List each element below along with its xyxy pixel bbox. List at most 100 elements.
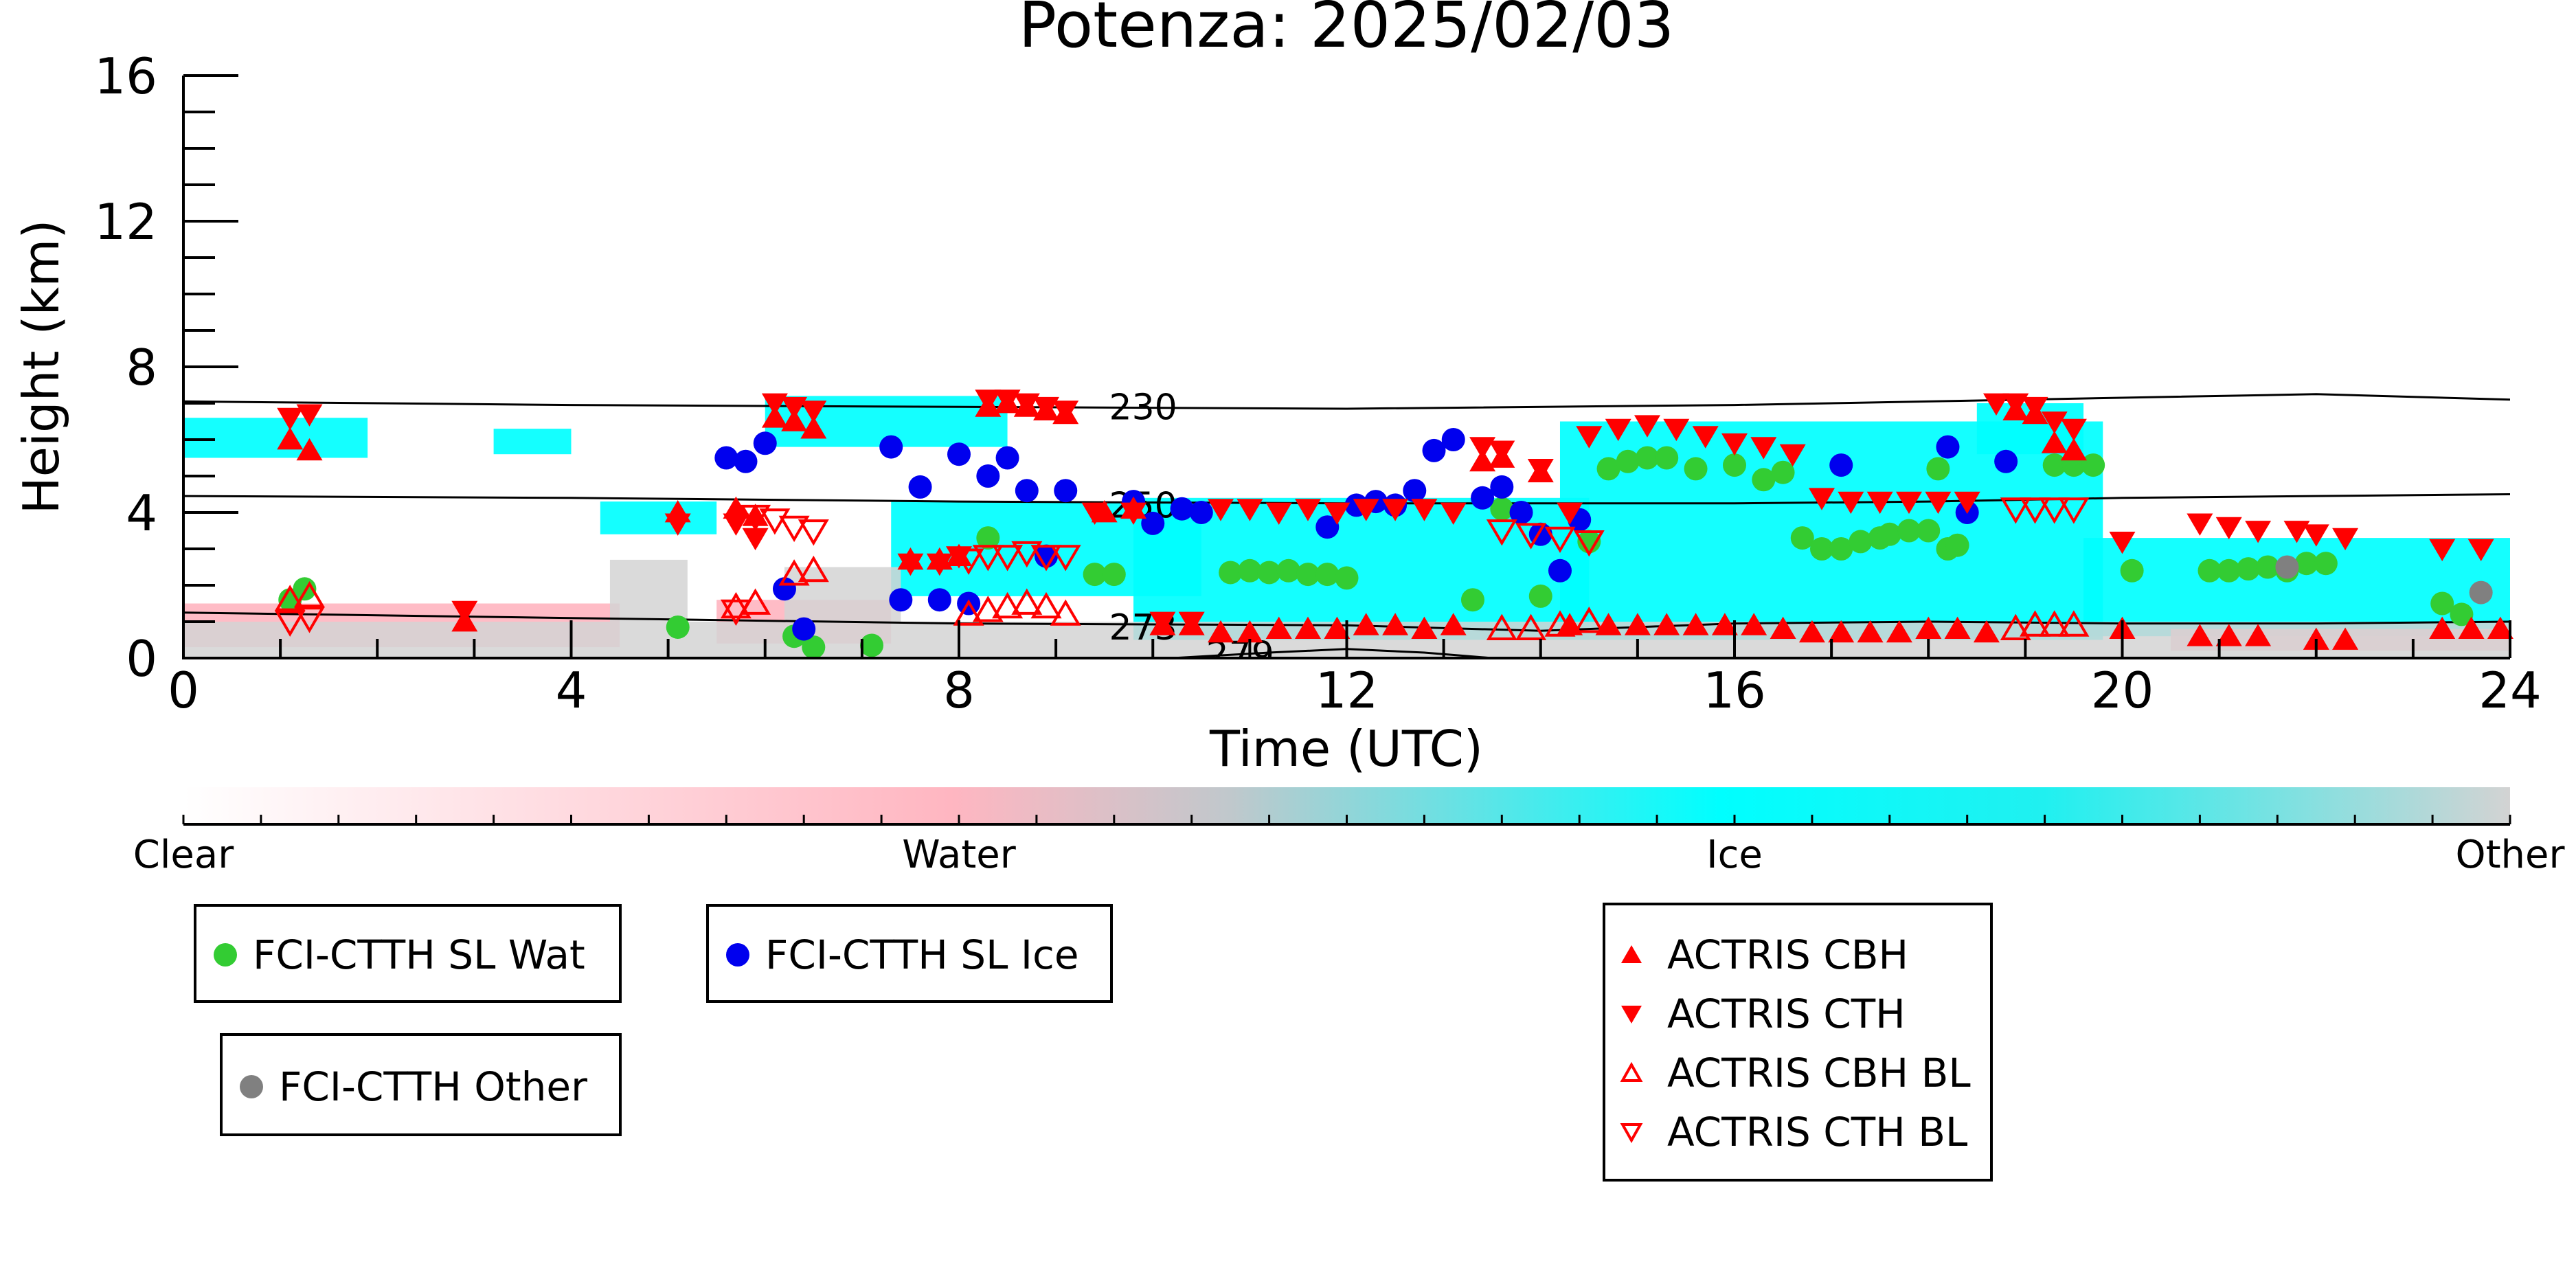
marker-actris-cbh (296, 438, 323, 461)
marker-actris-cth (664, 513, 691, 536)
marker-fci-ctth-sl-ice (1936, 435, 1960, 459)
colorbar-label-water: Water (902, 833, 1017, 877)
y-tick-label: 16 (94, 47, 157, 105)
marker-fci-ctth-sl-wat (2081, 453, 2105, 477)
marker-actris-cth (723, 513, 749, 536)
x-tick-label: 24 (2478, 662, 2542, 719)
y-axis-ticks: 0 4 8 12 16 (94, 47, 238, 688)
marker-fci-ctth-sl-wat (1257, 561, 1281, 585)
marker-fci-ctth-sl-ice (792, 617, 816, 641)
marker-actris-cth (277, 407, 304, 431)
marker-actris-cbh (1624, 613, 1651, 635)
marker-actris-cth (1557, 502, 1583, 525)
marker-actris-cbh (2187, 624, 2213, 646)
marker-actris-cth (1605, 418, 1631, 442)
marker-actris-cbh (1265, 616, 1292, 639)
x-axis-ticks: 0 4 8 12 16 20 24 (168, 620, 2542, 719)
marker-fci-ctth-sl-ice (1471, 486, 1495, 510)
marker-actris-cbh (2429, 616, 2456, 639)
legend-box-actris: ACTRIS CBH ACTRIS CTH ACTRIS CBH BL ACTR… (1603, 903, 1993, 1182)
x-axis-label: Time (UTC) (1209, 720, 1483, 778)
marker-actris-cth-bl (1030, 545, 1062, 572)
marker-fci-ctth-sl-ice (1189, 501, 1213, 524)
marker-fci-ctth-sl-wat (1945, 533, 1969, 557)
y-tick-label: 12 (94, 193, 157, 251)
marker-actris-cth-bl (1050, 545, 1081, 572)
legend-label-cth: ACTRIS CTH (1667, 991, 1906, 1037)
marker-actris-cbh-bl (1050, 599, 1081, 626)
legend-marker-sl-ice (726, 943, 749, 967)
marker-fci-ctth-sl-wat (1577, 530, 1601, 554)
marker-fci-ctth-sl-wat (1528, 584, 1552, 608)
marker-actris-cth (1013, 393, 1040, 416)
marker-actris-cth (1954, 491, 1980, 515)
marker-actris-cbh-bl (1573, 607, 1605, 633)
marker-fci-ctth-sl-wat (1684, 457, 1708, 481)
marker-actris-cth (1081, 502, 1108, 525)
marker-fci-ctth-sl-ice (1548, 558, 1572, 583)
marker-actris-cth-bl (1573, 530, 1605, 557)
marker-actris-cth (926, 553, 953, 576)
marker-actris-cbh (2041, 431, 2068, 453)
legend-entry-sl-wat: FCI-CTTH SL Wat (212, 931, 585, 978)
legend-entry-cth: ACTRIS CTH (1618, 991, 1906, 1037)
colorbar-ticks (182, 815, 2511, 824)
marker-fci-ctth-sl-wat (1315, 563, 1340, 587)
marker-fci-ctth-sl-ice (1035, 544, 1059, 568)
marker-actris-cth-bl (1011, 541, 1043, 568)
marker-fci-ctth-sl-wat (1897, 519, 1921, 543)
marker-actris-cth-bl (2058, 497, 2090, 524)
marker-actris-cth (2303, 524, 2329, 547)
legend-label-sl-ice: FCI-CTTH SL Ice (765, 931, 1079, 978)
marker-fci-ctth-other (2275, 555, 2299, 579)
marker-fci-ctth-sl-wat (2042, 453, 2066, 477)
marker-actris-cth (1440, 502, 1467, 525)
marker-fci-ctth-sl-wat (1723, 453, 1746, 477)
contour-line-250 (183, 493, 2510, 505)
marker-actris-cth (2187, 513, 2213, 536)
legend-entry-cth-bl: ACTRIS CTH BL (1618, 1109, 1967, 1155)
marker-actris-cth-bl (1544, 526, 1576, 554)
legend-box-other: FCI-CTTH Other (220, 1033, 622, 1136)
marker-actris-cbh (1295, 616, 1321, 639)
y-tick-label: 8 (126, 339, 157, 396)
marker-fci-ctth-sl-wat (2430, 591, 2454, 615)
marker-fci-ctth-sl-wat (1771, 460, 1795, 484)
contour-label-230: 230 (1109, 387, 1177, 428)
marker-fci-ctth-sl-wat (1219, 561, 1243, 585)
marker-actris-cbh (1798, 620, 1825, 643)
marker-fci-ctth-sl-wat (1655, 446, 1679, 470)
cloud-regions (183, 396, 2510, 657)
marker-actris-cth (1353, 499, 1379, 521)
legend-marker-cth (1621, 1006, 1642, 1024)
legend-label-cbh-bl: ACTRIS CBH BL (1667, 1050, 1971, 1096)
marker-fci-ctth-sl-wat (666, 615, 690, 639)
marker-actris-cth (1983, 393, 2009, 416)
marker-fci-ctth-sl-wat (1276, 558, 1300, 583)
marker-fci-ctth-sl-ice (753, 431, 777, 455)
legend-label-sl-wat: FCI-CTTH SL Wat (253, 931, 585, 978)
marker-actris-cth (2245, 521, 2272, 543)
marker-actris-cth (2467, 539, 2494, 561)
x-tick-label: 4 (556, 662, 587, 719)
marker-actris-cbh (1857, 620, 1884, 643)
marker-fci-ctth-sl-wat (2120, 558, 2144, 583)
marker-actris-cth (1527, 459, 1554, 482)
marker-actris-cbh (1382, 613, 1409, 635)
y-tick-label: 4 (126, 484, 157, 542)
marker-actris-cth (1750, 437, 1777, 460)
marker-fci-ctth-sl-wat (1810, 537, 1834, 561)
marker-actris-cth (1469, 437, 1496, 460)
x-tick-label: 8 (943, 662, 975, 719)
legend-marker-other (240, 1075, 263, 1098)
marker-fci-ctth-sl-ice (1054, 479, 1078, 503)
marker-actris-cbh-bl (274, 585, 306, 611)
marker-actris-cbh-bl (2000, 613, 2031, 640)
legend-entry-cbh: ACTRIS CBH (1618, 931, 1908, 978)
marker-fci-ctth-sl-ice (1015, 479, 1039, 503)
legend-label-cth-bl: ACTRIS CTH BL (1667, 1109, 1968, 1155)
marker-actris-cbh (2245, 624, 2272, 646)
marker-fci-ctth-sl-wat (1926, 457, 1950, 481)
marker-actris-cth-bl (759, 508, 791, 535)
legend-label-other: FCI-CTTH Other (279, 1063, 587, 1110)
